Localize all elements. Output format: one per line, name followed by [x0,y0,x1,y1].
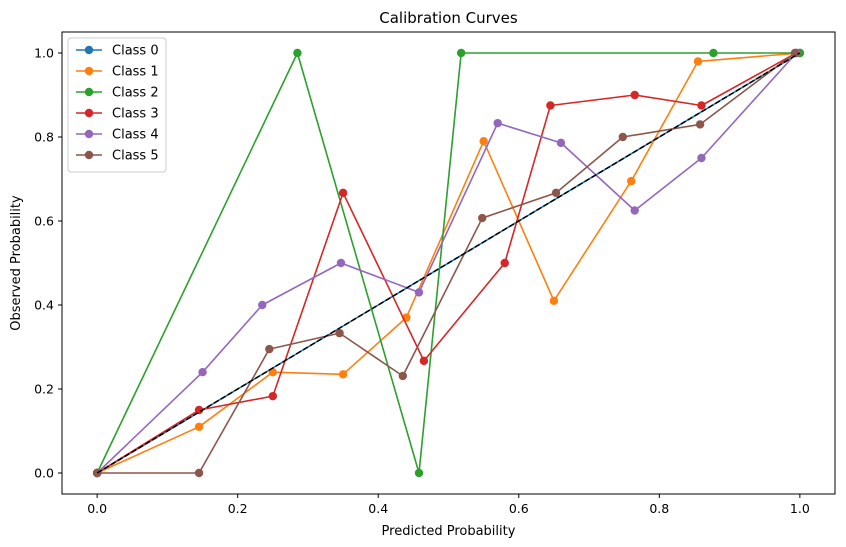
data-point [398,371,408,381]
data-point [493,118,502,128]
data-point [697,153,706,163]
y-axis-label: Observed Probability [9,195,24,331]
legend-label: Class 4 [112,128,159,143]
legend-label: Class 3 [112,107,159,122]
data-point [414,288,424,297]
x-tick-label: 0.4 [368,501,388,516]
plot-frame [61,31,836,495]
legend-label: Class 0 [112,44,159,59]
legend: Class 0 Class 1 Class 2 Class 3 Class 4 Class… [67,37,167,173]
data-point [258,300,267,310]
y-tick-label: 0.8 [34,130,54,145]
series-line [96,52,797,474]
legend-swatch-marker [84,45,94,55]
legend-item: Class 1 [76,65,159,80]
data-point [198,368,207,377]
legend-swatch-marker [84,87,94,97]
y-tick-label: 0.0 [34,466,54,481]
data-point [551,188,561,198]
x-axis-ticks: 0.0 0.2 0.4 0.6 0.8 1.0 [87,494,810,516]
data-point [693,57,703,66]
legend-swatch-marker [84,150,94,160]
legend-label: Class 2 [112,86,159,101]
y-tick-label: 0.4 [34,298,54,313]
data-point [695,120,705,129]
legend-label: Class 1 [112,65,159,80]
data-point [630,90,639,100]
y-tick-label: 1.0 [34,46,54,61]
data-point [709,48,718,58]
data-point [268,391,278,401]
data-point [456,48,466,58]
data-point [194,422,204,431]
chart-title: Calibration Curves [379,9,518,27]
data-point [414,468,424,478]
data-point [194,405,204,415]
x-tick-label: 0.2 [228,501,248,516]
data-point [338,188,348,198]
legend-item: Class 5 [76,149,159,164]
x-tick-label: 0.8 [649,501,669,516]
series-line [96,52,797,474]
x-tick-label: 0.0 [87,501,107,516]
series-line [96,52,800,474]
data-point [265,344,274,354]
data-point [630,206,639,215]
data-point [549,296,559,305]
y-tick-label: 0.6 [34,214,54,229]
legend-swatch-marker [84,108,94,118]
legend-item: Class 3 [76,107,159,122]
data-point [194,468,204,478]
series-line [96,52,800,474]
data-point [556,138,566,148]
y-axis-ticks: 0.0 0.2 0.4 0.6 0.8 1.0 [34,46,62,481]
data-point [697,101,706,110]
legend-swatch-marker [84,129,94,139]
legend-item: Class 0 [76,44,159,59]
legend-item: Class 2 [76,86,159,101]
plot-area [92,48,805,478]
reference-line [96,52,801,474]
data-point [627,176,636,186]
x-axis-label: Predicted Probability [382,524,516,539]
data-point [546,101,555,110]
data-point [338,370,348,379]
data-point [618,132,627,142]
legend-item: Class 4 [76,128,159,143]
data-point [335,328,344,338]
legend-swatch-marker [84,66,94,76]
data-point [500,258,509,268]
x-tick-label: 1.0 [790,501,810,516]
data-point [478,213,487,223]
y-tick-label: 0.2 [34,382,54,397]
data-point [293,48,302,58]
series-line [97,52,796,474]
data-point [336,258,346,268]
data-point [419,356,429,366]
x-tick-label: 0.6 [509,501,529,516]
data-point [479,137,488,146]
legend-label: Class 5 [112,149,159,164]
data-point [790,48,800,58]
